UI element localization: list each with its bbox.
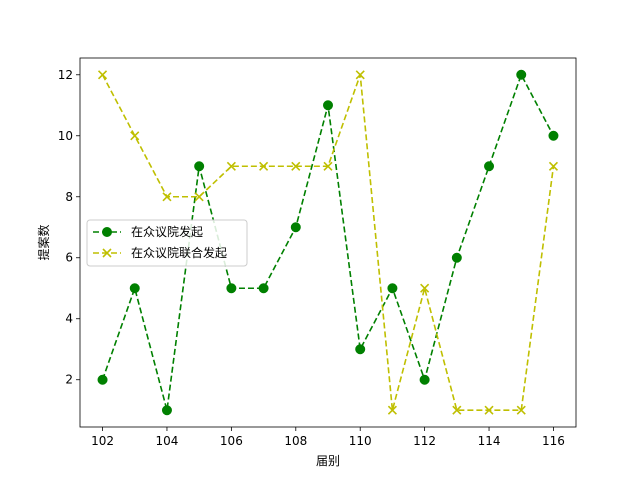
data-point (419, 374, 430, 385)
y-tick-label: 12 (58, 68, 73, 82)
data-point (259, 161, 269, 171)
data-point (194, 192, 204, 202)
marker-stroke (323, 161, 333, 171)
marker-stroke (484, 405, 494, 415)
marker-stroke (102, 248, 112, 258)
legend-box (86, 219, 248, 267)
marker-stroke (548, 161, 559, 171)
series-2 (97, 70, 559, 415)
data-point (323, 100, 333, 111)
data-point (97, 374, 108, 385)
data-point (548, 161, 559, 171)
marker-stroke (420, 283, 430, 293)
x-axis: 102 104 106 108 110 112 114 116 (91, 427, 565, 448)
data-point (516, 405, 526, 415)
marker-stroke (387, 405, 397, 415)
marker-stroke (194, 192, 204, 202)
marker-stroke (130, 131, 140, 141)
data-point (516, 69, 527, 80)
data-point (258, 283, 269, 294)
data-point (226, 161, 236, 171)
data-point (355, 70, 365, 80)
legend-label: 在众议院发起 (131, 224, 203, 239)
series-layer (97, 69, 559, 416)
marker-stroke (516, 405, 526, 415)
data-point (130, 131, 140, 141)
legend-item: 在众议院联合发起 (93, 245, 227, 260)
marker-stroke (259, 161, 269, 171)
x-axis-label: 届别 (316, 454, 340, 468)
y-tick-label: 2 (65, 373, 73, 387)
series-1 (97, 69, 559, 416)
data-point (387, 283, 398, 294)
data-point (323, 161, 333, 171)
data-point (226, 283, 237, 294)
x-tick-label: 106 (220, 434, 243, 448)
data-point (451, 252, 462, 263)
plot-frame (79, 57, 577, 428)
x-tick-label: 104 (156, 434, 179, 448)
legend-item: 在众议院发起 (93, 224, 203, 239)
data-point (162, 192, 172, 202)
x-tick-label: 114 (478, 434, 501, 448)
data-point (387, 405, 397, 415)
data-point (420, 283, 430, 293)
marker-stroke (97, 70, 108, 80)
y-tick-label: 6 (65, 251, 73, 265)
x-tick-label: 112 (413, 434, 436, 448)
marker-stroke (162, 192, 172, 202)
data-point (129, 283, 140, 294)
marker-stroke (452, 405, 462, 415)
y-tick-label: 8 (65, 190, 73, 204)
y-tick-label: 4 (65, 312, 73, 326)
y-axis-label: 提案数 (36, 224, 51, 260)
data-point (290, 222, 301, 233)
data-point (355, 344, 366, 355)
marker-stroke (226, 161, 236, 171)
legend-label: 在众议院联合发起 (131, 245, 227, 260)
data-point (452, 405, 462, 415)
data-point (548, 130, 559, 141)
data-point (161, 405, 172, 416)
marker-stroke (355, 70, 365, 80)
legend-marker (102, 248, 112, 258)
marker-stroke (291, 161, 301, 171)
legend-marker (102, 227, 112, 237)
data-point (97, 70, 108, 80)
data-point (484, 161, 495, 172)
x-tick-label: 108 (284, 434, 307, 448)
data-point (484, 405, 494, 415)
y-axis: 2 4 6 8 10 12 (58, 68, 80, 387)
x-tick-label: 116 (542, 434, 565, 448)
data-point (291, 161, 301, 171)
x-tick-label: 102 (91, 434, 114, 448)
data-point (194, 161, 205, 172)
y-tick-label: 10 (58, 129, 73, 143)
x-tick-label: 110 (349, 434, 372, 448)
